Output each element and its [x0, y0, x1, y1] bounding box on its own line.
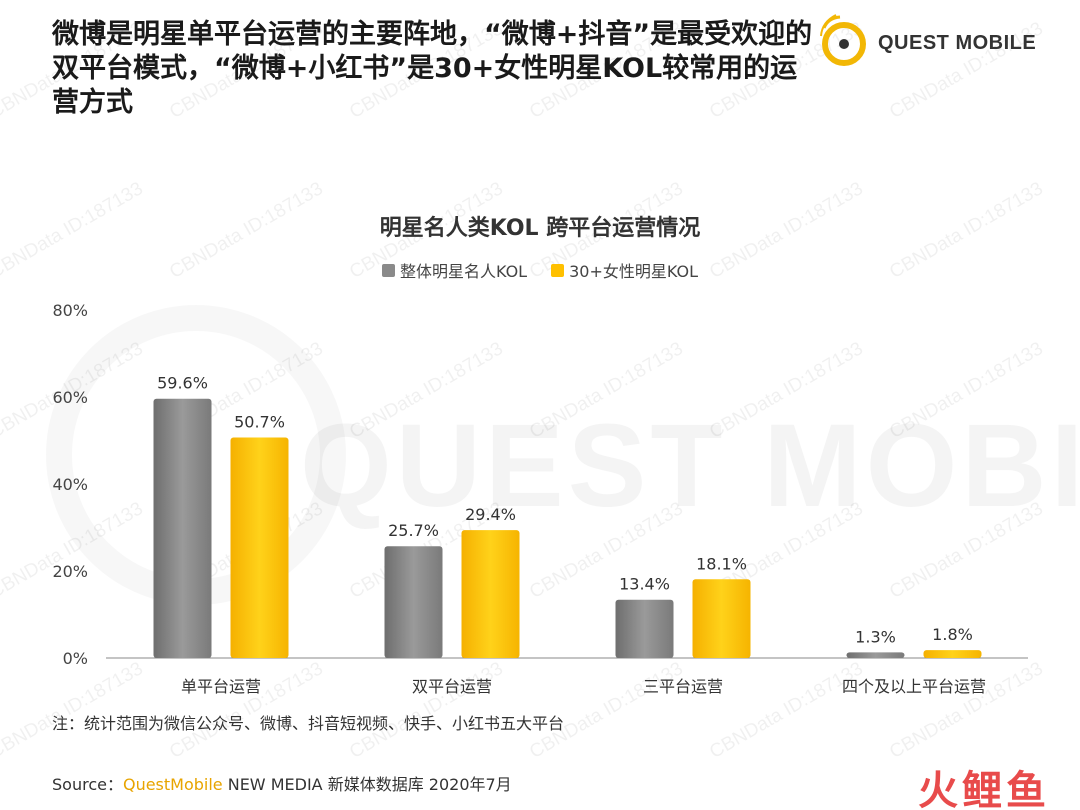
- legend-label-series1: 整体明星名人KOL: [399, 262, 528, 281]
- data-label: 1.3%: [855, 627, 896, 646]
- x-tick-label: 双平台运营: [412, 677, 492, 696]
- legend-item-series2: 30+女性明星KOL: [551, 258, 698, 282]
- brand-logo: QUEST MOBILE: [818, 14, 1048, 74]
- legend: 整体明星名人KOL 30+女性明星KOL: [0, 258, 1080, 282]
- x-tick-label: 四个及以上平台运营: [842, 677, 986, 696]
- bar-series1: [384, 546, 443, 658]
- legend-swatch-series2: [551, 263, 565, 277]
- bar-series1: [153, 398, 212, 658]
- data-label: 50.7%: [234, 412, 285, 431]
- page-title: 微博是明星单平台运营的主要阵地，“微博+抖音”是最受欢迎的双平台模式，“微博+小…: [52, 19, 813, 118]
- bar-series2: [230, 437, 289, 658]
- y-tick-label: 40%: [52, 475, 88, 494]
- y-tick-label: 60%: [52, 388, 88, 407]
- chart-title: 明星名人类KOL 跨平台运营情况: [379, 216, 701, 241]
- data-label: 1.8%: [932, 625, 973, 644]
- data-label: 25.7%: [388, 521, 439, 540]
- logo-text: QUEST MOBILE: [878, 32, 1037, 54]
- corner-logo: 火鲤鱼: [918, 768, 1050, 810]
- legend-label-series2: 30+女性明星KOL: [569, 262, 699, 281]
- bar-series1: [846, 652, 905, 658]
- data-label: 13.4%: [619, 575, 670, 594]
- source-brand: QuestMobile: [122, 775, 223, 794]
- source-prefix: Source：: [52, 775, 123, 794]
- x-tick-label: 单平台运营: [181, 677, 261, 696]
- quest-mobile-logo-icon: [820, 14, 866, 66]
- x-tick-label: 三平台运营: [643, 677, 723, 696]
- data-label: 18.1%: [696, 554, 747, 573]
- source-rest: NEW MEDIA 新媒体数据库 2020年7月: [222, 775, 512, 794]
- y-tick-label: 20%: [52, 562, 88, 581]
- source-line: Source：QuestMobile NEW MEDIA 新媒体数据库 2020…: [52, 771, 512, 795]
- bar-series2: [461, 530, 520, 658]
- footnote: 注：统计范围为微信公众号、微博、抖音短视频、快手、小红书五大平台: [52, 714, 565, 733]
- bar-series1: [615, 599, 674, 658]
- legend-swatch-series1: [381, 263, 395, 277]
- bar-series2: [923, 650, 982, 658]
- bar-series2: [692, 579, 751, 658]
- y-tick-label: 80%: [52, 301, 88, 320]
- watermark-big-text: QUEST MOBILE: [300, 398, 1080, 534]
- data-label: 29.4%: [465, 505, 516, 524]
- y-tick-label: 0%: [63, 649, 88, 668]
- legend-item-series1: 整体明星名人KOL: [381, 258, 528, 282]
- data-label: 59.6%: [157, 374, 208, 393]
